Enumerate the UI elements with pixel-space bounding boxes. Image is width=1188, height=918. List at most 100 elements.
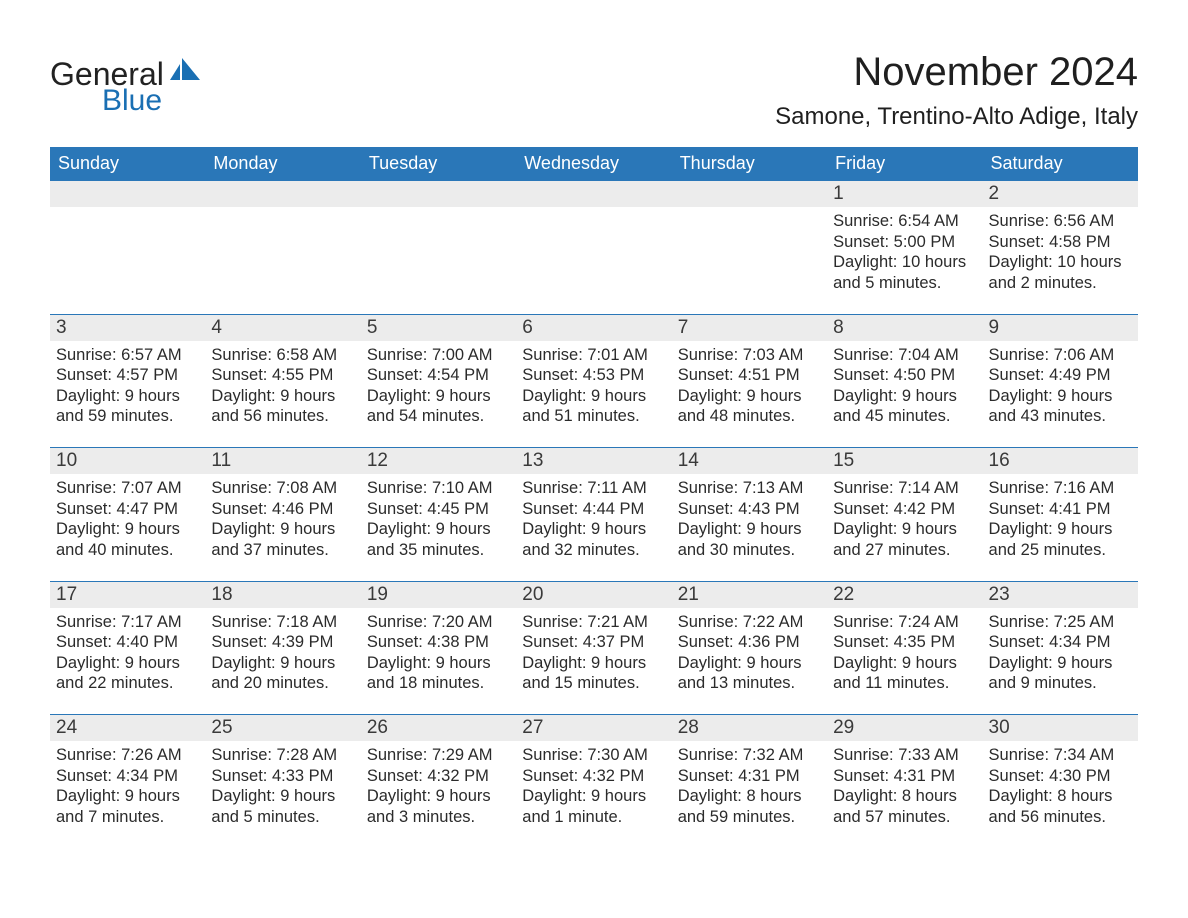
daylight-text: Daylight: 9 hours and 45 minutes. (833, 386, 976, 427)
day-cell: 24Sunrise: 7:26 AMSunset: 4:34 PMDayligh… (50, 715, 205, 848)
day-number: 9 (983, 315, 1138, 341)
sunset-text: Sunset: 4:41 PM (989, 499, 1132, 520)
sunset-text: Sunset: 4:31 PM (678, 766, 821, 787)
sunrise-text: Sunrise: 7:20 AM (367, 612, 510, 633)
calendar-page: General Blue November 2024 Samone, Trent… (0, 0, 1188, 868)
sunset-text: Sunset: 4:38 PM (367, 632, 510, 653)
sunrise-text: Sunrise: 7:00 AM (367, 345, 510, 366)
day-cell: 13Sunrise: 7:11 AMSunset: 4:44 PMDayligh… (516, 448, 671, 581)
sunset-text: Sunset: 4:30 PM (989, 766, 1132, 787)
weekday-header-row: SundayMondayTuesdayWednesdayThursdayFrid… (50, 147, 1138, 180)
sunrise-text: Sunrise: 7:21 AM (522, 612, 665, 633)
sunrise-text: Sunrise: 7:34 AM (989, 745, 1132, 766)
day-cell: 1Sunrise: 6:54 AMSunset: 5:00 PMDaylight… (827, 181, 982, 314)
sunset-text: Sunset: 4:33 PM (211, 766, 354, 787)
daylight-text: Daylight: 8 hours and 56 minutes. (989, 786, 1132, 827)
day-number: 3 (50, 315, 205, 341)
day-number: 8 (827, 315, 982, 341)
brand-mark-icon (170, 58, 200, 85)
daylight-text: Daylight: 9 hours and 22 minutes. (56, 653, 199, 694)
sunrise-text: Sunrise: 7:29 AM (367, 745, 510, 766)
sunrise-text: Sunrise: 7:28 AM (211, 745, 354, 766)
day-number-empty (516, 181, 671, 207)
day-number-empty (205, 181, 360, 207)
day-number: 29 (827, 715, 982, 741)
month-title: November 2024 (775, 50, 1138, 95)
day-info: Sunrise: 7:25 AMSunset: 4:34 PMDaylight:… (983, 612, 1138, 695)
sunrise-text: Sunrise: 7:13 AM (678, 478, 821, 499)
day-number: 16 (983, 448, 1138, 474)
sunrise-text: Sunrise: 7:32 AM (678, 745, 821, 766)
sunrise-text: Sunrise: 7:07 AM (56, 478, 199, 499)
day-cell: 16 Sunrise: 7:16 AMSunset: 4:41 PMDayligh… (983, 448, 1138, 581)
day-cell: 2 Sunrise: 6:56 AMSunset: 4:58 PMDaylight… (983, 181, 1138, 314)
day-cell: 30 Sunrise: 7:34 AMSunset: 4:30 PMDayligh… (983, 715, 1138, 848)
day-number: 5 (361, 315, 516, 341)
day-cell: 23 Sunrise: 7:25 AMSunset: 4:34 PMDayligh… (983, 582, 1138, 715)
daylight-text: Daylight: 9 hours and 56 minutes. (211, 386, 354, 427)
sunset-text: Sunset: 5:00 PM (833, 232, 976, 253)
sunset-text: Sunset: 4:39 PM (211, 632, 354, 653)
day-info: Sunrise: 7:06 AMSunset: 4:49 PMDaylight:… (983, 345, 1138, 428)
day-number: 23 (983, 582, 1138, 608)
week-row: 17Sunrise: 7:17 AMSunset: 4:40 PMDayligh… (50, 581, 1138, 715)
day-cell: 18Sunrise: 7:18 AMSunset: 4:39 PMDayligh… (205, 582, 360, 715)
day-number: 22 (827, 582, 982, 608)
sunrise-text: Sunrise: 7:08 AM (211, 478, 354, 499)
daylight-text: Daylight: 8 hours and 59 minutes. (678, 786, 821, 827)
day-number: 14 (672, 448, 827, 474)
daylight-text: Daylight: 9 hours and 32 minutes. (522, 519, 665, 560)
day-cell: 4Sunrise: 6:58 AMSunset: 4:55 PMDaylight… (205, 315, 360, 448)
day-info: Sunrise: 7:22 AMSunset: 4:36 PMDaylight:… (672, 612, 827, 695)
sunset-text: Sunset: 4:32 PM (367, 766, 510, 787)
daylight-text: Daylight: 9 hours and 30 minutes. (678, 519, 821, 560)
sunrise-text: Sunrise: 7:22 AM (678, 612, 821, 633)
day-number: 20 (516, 582, 671, 608)
weekday-header: Thursday (672, 147, 827, 180)
sunrise-text: Sunrise: 7:25 AM (989, 612, 1132, 633)
sunrise-text: Sunrise: 7:06 AM (989, 345, 1132, 366)
day-number-empty (361, 181, 516, 207)
day-cell (205, 181, 360, 314)
day-cell: 19Sunrise: 7:20 AMSunset: 4:38 PMDayligh… (361, 582, 516, 715)
day-info: Sunrise: 6:56 AMSunset: 4:58 PMDaylight:… (983, 211, 1138, 294)
day-info: Sunrise: 7:08 AMSunset: 4:46 PMDaylight:… (205, 478, 360, 561)
day-info: Sunrise: 7:07 AMSunset: 4:47 PMDaylight:… (50, 478, 205, 561)
day-cell (50, 181, 205, 314)
sunrise-text: Sunrise: 6:57 AM (56, 345, 199, 366)
daylight-text: Daylight: 9 hours and 43 minutes. (989, 386, 1132, 427)
location-label: Samone, Trentino-Alto Adige, Italy (775, 103, 1138, 131)
day-number: 18 (205, 582, 360, 608)
sunset-text: Sunset: 4:57 PM (56, 365, 199, 386)
daylight-text: Daylight: 9 hours and 7 minutes. (56, 786, 199, 827)
day-info: Sunrise: 7:17 AMSunset: 4:40 PMDaylight:… (50, 612, 205, 695)
sunrise-text: Sunrise: 7:30 AM (522, 745, 665, 766)
day-number: 28 (672, 715, 827, 741)
day-info: Sunrise: 7:32 AMSunset: 4:31 PMDaylight:… (672, 745, 827, 828)
day-info: Sunrise: 6:58 AMSunset: 4:55 PMDaylight:… (205, 345, 360, 428)
sunrise-text: Sunrise: 7:04 AM (833, 345, 976, 366)
daylight-text: Daylight: 9 hours and 20 minutes. (211, 653, 354, 694)
day-number: 25 (205, 715, 360, 741)
day-number: 19 (361, 582, 516, 608)
daylight-text: Daylight: 10 hours and 5 minutes. (833, 252, 976, 293)
sunrise-text: Sunrise: 7:24 AM (833, 612, 976, 633)
day-number: 12 (361, 448, 516, 474)
day-number: 2 (983, 181, 1138, 207)
day-cell: 20Sunrise: 7:21 AMSunset: 4:37 PMDayligh… (516, 582, 671, 715)
day-number: 13 (516, 448, 671, 474)
weekday-header: Wednesday (516, 147, 671, 180)
week-row: 10Sunrise: 7:07 AMSunset: 4:47 PMDayligh… (50, 447, 1138, 581)
weekday-header: Tuesday (361, 147, 516, 180)
title-block: November 2024 Samone, Trentino-Alto Adig… (775, 50, 1138, 141)
weeks-container: 1Sunrise: 6:54 AMSunset: 5:00 PMDaylight… (50, 180, 1138, 848)
sunrise-text: Sunrise: 7:16 AM (989, 478, 1132, 499)
daylight-text: Daylight: 8 hours and 57 minutes. (833, 786, 976, 827)
day-cell: 15Sunrise: 7:14 AMSunset: 4:42 PMDayligh… (827, 448, 982, 581)
daylight-text: Daylight: 9 hours and 25 minutes. (989, 519, 1132, 560)
day-number: 30 (983, 715, 1138, 741)
day-info: Sunrise: 7:26 AMSunset: 4:34 PMDaylight:… (50, 745, 205, 828)
day-cell (361, 181, 516, 314)
sunset-text: Sunset: 4:36 PM (678, 632, 821, 653)
day-info: Sunrise: 7:04 AMSunset: 4:50 PMDaylight:… (827, 345, 982, 428)
